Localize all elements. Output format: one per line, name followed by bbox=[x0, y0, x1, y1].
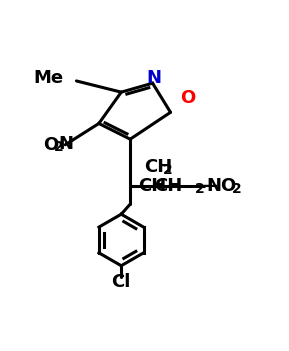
Text: N: N bbox=[146, 68, 161, 87]
Text: 2: 2 bbox=[54, 140, 64, 154]
Text: CH: CH bbox=[154, 177, 182, 195]
Text: —: — bbox=[200, 177, 218, 195]
Text: CH: CH bbox=[144, 158, 172, 176]
Text: O: O bbox=[181, 89, 196, 107]
Text: NO: NO bbox=[206, 177, 237, 195]
Text: Me: Me bbox=[33, 68, 63, 87]
Text: 2: 2 bbox=[232, 182, 242, 196]
Text: Cl: Cl bbox=[112, 273, 131, 291]
Text: CH: CH bbox=[138, 177, 166, 195]
Text: N: N bbox=[58, 135, 73, 153]
Text: 2: 2 bbox=[195, 182, 205, 196]
Text: 2: 2 bbox=[163, 163, 173, 177]
Text: O: O bbox=[43, 136, 58, 154]
